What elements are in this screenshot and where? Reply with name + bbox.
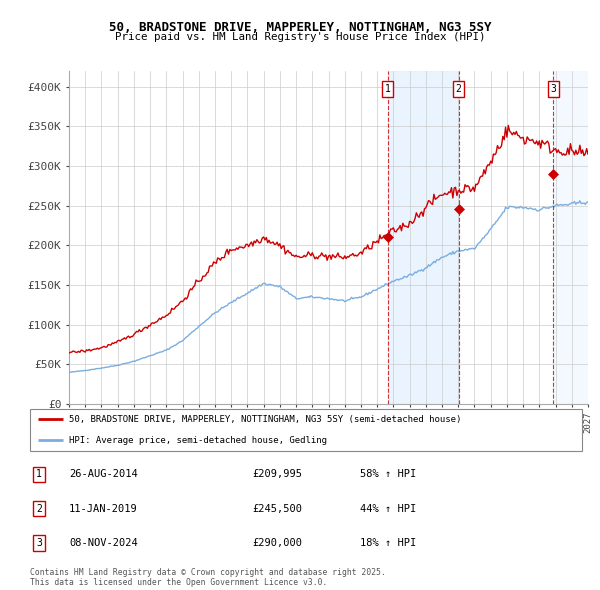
Text: £209,995: £209,995 — [252, 470, 302, 479]
Text: £290,000: £290,000 — [252, 538, 302, 548]
Text: 2: 2 — [36, 504, 42, 513]
Bar — [553, 71, 588, 404]
Text: 50, BRADSTONE DRIVE, MAPPERLEY, NOTTINGHAM, NG3 5SY: 50, BRADSTONE DRIVE, MAPPERLEY, NOTTINGH… — [109, 21, 491, 34]
Text: This data is licensed under the Open Government Licence v3.0.: This data is licensed under the Open Gov… — [30, 578, 328, 587]
Text: 18% ↑ HPI: 18% ↑ HPI — [360, 538, 416, 548]
Text: 50, BRADSTONE DRIVE, MAPPERLEY, NOTTINGHAM, NG3 5SY (semi-detached house): 50, BRADSTONE DRIVE, MAPPERLEY, NOTTINGH… — [68, 415, 461, 424]
FancyBboxPatch shape — [30, 409, 582, 451]
Text: 1: 1 — [385, 84, 391, 94]
Text: 1: 1 — [36, 470, 42, 479]
Text: Contains HM Land Registry data © Crown copyright and database right 2025.: Contains HM Land Registry data © Crown c… — [30, 568, 386, 577]
Text: 3: 3 — [550, 84, 556, 94]
Text: 08-NOV-2024: 08-NOV-2024 — [69, 538, 138, 548]
Bar — [388, 71, 459, 404]
Text: 3: 3 — [36, 538, 42, 548]
Text: HPI: Average price, semi-detached house, Gedling: HPI: Average price, semi-detached house,… — [68, 436, 326, 445]
Text: Price paid vs. HM Land Registry's House Price Index (HPI): Price paid vs. HM Land Registry's House … — [115, 32, 485, 42]
Text: 44% ↑ HPI: 44% ↑ HPI — [360, 504, 416, 513]
Text: 26-AUG-2014: 26-AUG-2014 — [69, 470, 138, 479]
Text: 2: 2 — [456, 84, 461, 94]
Bar — [553, 71, 588, 404]
Text: 58% ↑ HPI: 58% ↑ HPI — [360, 470, 416, 479]
Text: £245,500: £245,500 — [252, 504, 302, 513]
Text: 11-JAN-2019: 11-JAN-2019 — [69, 504, 138, 513]
